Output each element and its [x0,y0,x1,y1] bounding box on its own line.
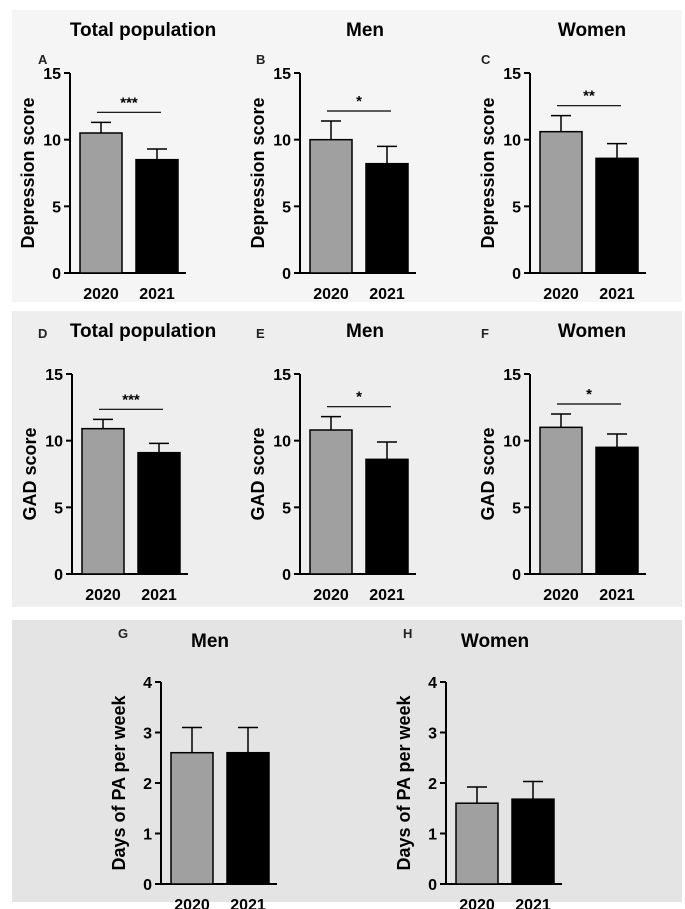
panel-title-e: Men [346,321,384,342]
x-tick-label-h-2021: 2021 [515,897,551,909]
y-tick-label-d-1: 5 [54,500,63,517]
y-tick-label-g-0: 0 [143,877,152,894]
y-tick-label-f-1: 5 [512,500,521,517]
y-tick-label-e-2: 10 [273,434,291,451]
panel-letter-g: G [118,626,128,641]
y-tick-label-f-2: 10 [503,434,521,451]
significance-label-e: * [356,389,362,406]
x-tick-label-g-2020: 2020 [174,897,210,909]
y-tick-label-c-3: 15 [503,66,521,83]
y-tick-label-c-2: 10 [503,133,521,150]
y-axis-label-e: GAD score [248,427,268,520]
panel-letter-e: E [256,326,265,341]
y-tick-label-h-2: 2 [428,776,437,793]
y-tick-label-g-4: 4 [143,675,152,692]
bar-b-2021 [365,162,409,274]
panel-title-h: Women [461,631,529,652]
panel-letter-h: H [403,626,412,641]
significance-label-c: ** [583,88,595,105]
panel-title-f: Women [558,321,626,342]
bar-f-2021 [595,446,639,575]
x-tick-label-g-2021: 2021 [230,897,266,909]
bar-c-2021 [595,157,639,274]
bar-a-2021 [135,158,179,274]
x-tick-label-d-2020: 2020 [85,587,121,604]
x-tick-label-b-2020: 2020 [313,286,349,303]
panel-letter-a: A [38,52,48,67]
y-tick-label-b-2: 10 [273,133,291,150]
bar-h-2021 [511,798,555,885]
y-tick-label-c-0: 0 [512,266,521,283]
y-tick-label-d-3: 15 [45,367,63,384]
y-axis-label-c: Depression score [478,97,498,248]
bar-g-2020 [170,751,214,885]
y-tick-label-a-0: 0 [52,266,61,283]
bar-d-2021 [137,451,181,575]
panel-title-b: Men [346,20,384,41]
y-tick-label-e-0: 0 [282,567,291,584]
x-tick-label-e-2021: 2021 [369,587,405,604]
y-tick-label-a-2: 10 [43,133,61,150]
panel-title-c: Women [558,20,626,41]
y-tick-label-g-3: 3 [143,726,152,743]
y-tick-label-e-3: 15 [273,367,291,384]
bar-e-2021 [365,458,409,575]
y-tick-label-d-0: 0 [54,567,63,584]
y-tick-label-d-2: 10 [45,434,63,451]
significance-label-f: * [586,386,592,403]
x-tick-label-b-2021: 2021 [369,286,405,303]
x-tick-label-h-2020: 2020 [459,897,495,909]
y-axis-label-h: Days of PA per week [394,694,414,870]
x-tick-label-e-2020: 2020 [313,587,349,604]
y-tick-label-f-3: 15 [503,367,521,384]
y-axis-label-g: Days of PA per week [109,694,129,870]
y-tick-label-h-1: 1 [428,827,437,844]
x-tick-label-f-2021: 2021 [599,587,635,604]
panel-letter-c: C [481,52,491,67]
x-tick-label-c-2020: 2020 [543,286,579,303]
bar-e-2020 [309,429,353,575]
bar-c-2020 [539,130,583,274]
bar-h-2020 [455,802,499,885]
bar-f-2020 [539,426,583,575]
x-tick-label-a-2020: 2020 [83,286,119,303]
bar-b-2020 [309,138,353,274]
significance-label-b: * [356,93,362,110]
x-tick-label-f-2020: 2020 [543,587,579,604]
significance-label-d: *** [122,391,140,408]
significance-label-a: *** [120,94,138,111]
y-axis-label-b: Depression score [248,97,268,248]
y-tick-label-h-3: 3 [428,726,437,743]
y-axis-label-a: Depression score [18,97,38,248]
y-axis-label-f: GAD score [478,427,498,520]
x-tick-label-a-2021: 2021 [139,286,175,303]
x-tick-label-d-2021: 2021 [141,587,177,604]
bar-d-2020 [81,427,125,575]
y-tick-label-a-3: 15 [43,66,61,83]
x-tick-label-c-2021: 2021 [599,286,635,303]
panel-title-a: Total population [70,20,216,41]
bar-g-2021 [226,751,270,885]
y-tick-label-c-1: 5 [512,199,521,216]
y-tick-label-a-1: 5 [52,199,61,216]
panel-title-d: Total population [70,321,216,342]
y-tick-label-h-4: 4 [428,675,437,692]
panel-letter-d: D [38,326,47,341]
y-tick-label-f-0: 0 [512,567,521,584]
y-tick-label-h-0: 0 [428,877,437,894]
panel-letter-b: B [256,52,265,67]
panel-letter-f: F [481,326,489,341]
y-tick-label-b-3: 15 [273,66,291,83]
y-tick-label-b-0: 0 [282,266,291,283]
y-axis-label-d: GAD score [20,427,40,520]
panel-title-g: Men [191,631,229,652]
bar-a-2020 [79,132,123,274]
y-tick-label-b-1: 5 [282,199,291,216]
y-tick-label-e-1: 5 [282,500,291,517]
row-background-bottom [12,620,682,902]
y-tick-label-g-2: 2 [143,776,152,793]
y-tick-label-g-1: 1 [143,827,152,844]
